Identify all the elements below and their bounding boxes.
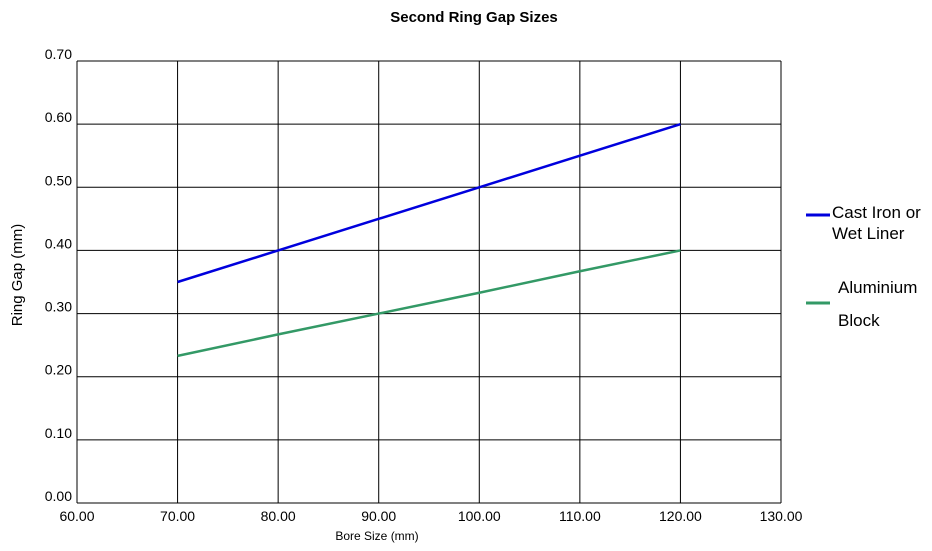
x-tick-label: 110.00 [559, 508, 601, 524]
y-tick-label: 0.20 [45, 362, 72, 378]
y-tick-label: 0.30 [45, 299, 72, 315]
tick-labels: 60.00 70.00 80.00 90.00 100.00 110.00 120.00 13… [45, 46, 803, 524]
grid [76, 60, 782, 504]
x-tick-label: 130.00 [760, 508, 803, 524]
x-tick-label: 60.00 [59, 508, 94, 524]
x-tick-label: 120.00 [659, 508, 702, 524]
x-tick-label: 70.00 [160, 508, 195, 524]
series-line-1 [177, 122, 681, 284]
y-tick-label: 0.40 [45, 235, 72, 251]
y-axis-title: Ring Gap (mm) [9, 224, 26, 327]
y-tick-label: 0.00 [45, 488, 72, 504]
series-line-2 [177, 249, 681, 358]
legend-label-1: Cast Iron or [832, 203, 921, 222]
series-lines [177, 122, 681, 358]
chart-title: Second Ring Gap Sizes [390, 9, 558, 26]
x-tick-label: 90.00 [361, 508, 396, 524]
y-tick-label: 0.50 [45, 172, 72, 188]
legend: Cast Iron or Wet Liner Aluminium Block [806, 203, 921, 330]
legend-label-2: Block [838, 311, 880, 330]
x-tick-label: 100.00 [458, 508, 501, 524]
legend-label-2: Aluminium [838, 278, 917, 297]
y-tick-label: 0.60 [45, 109, 72, 125]
x-tick-label: 80.00 [261, 508, 296, 524]
legend-label-1: Wet Liner [832, 224, 905, 243]
y-tick-label: 0.10 [45, 425, 72, 441]
y-tick-label: 0.70 [45, 46, 72, 62]
x-axis-title: Bore Size (mm) [335, 529, 418, 543]
